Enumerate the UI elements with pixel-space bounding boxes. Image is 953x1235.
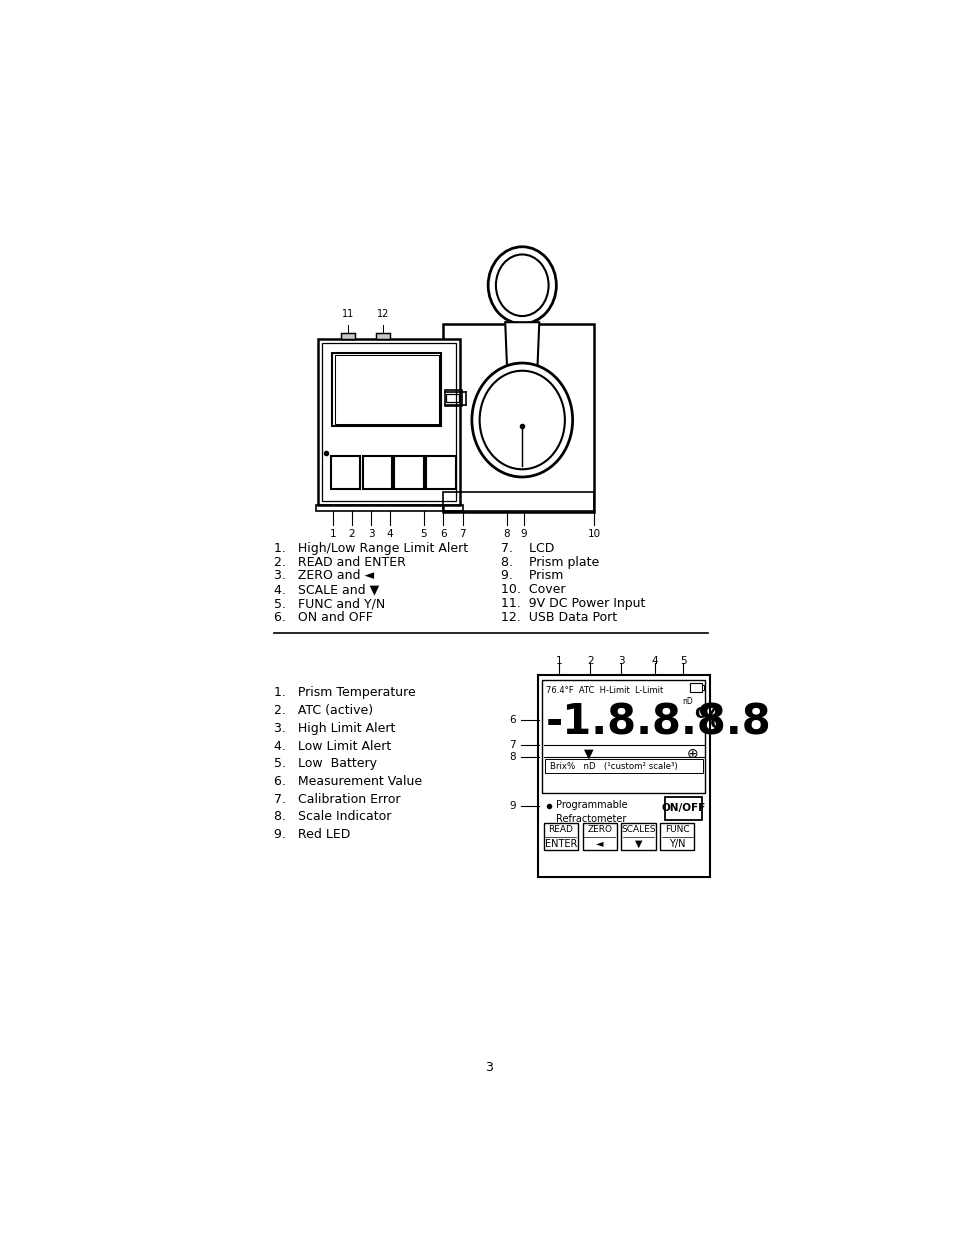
Text: 8: 8 [503, 530, 510, 540]
Text: 10.  Cover: 10. Cover [500, 583, 565, 597]
Text: 8: 8 [509, 752, 516, 762]
Text: 6: 6 [509, 715, 516, 725]
Text: 4: 4 [386, 530, 393, 540]
Text: 5: 5 [420, 530, 427, 540]
Text: 7.    LCD: 7. LCD [500, 542, 554, 555]
Text: FUNC: FUNC [664, 825, 689, 834]
Text: 6.   ON and OFF: 6. ON and OFF [274, 611, 373, 624]
Text: 2: 2 [348, 530, 355, 540]
Text: ▼: ▼ [583, 747, 593, 761]
Text: Y/N: Y/N [668, 839, 685, 848]
Text: 2.   ATC (active): 2. ATC (active) [274, 704, 373, 718]
Text: 2: 2 [586, 656, 593, 666]
Text: 11: 11 [341, 309, 354, 319]
Text: 8.    Prism plate: 8. Prism plate [500, 556, 598, 568]
Text: 5.   FUNC and Y/N: 5. FUNC and Y/N [274, 597, 385, 610]
Text: 1.   High/Low Range Limit Alert: 1. High/Low Range Limit Alert [274, 542, 468, 555]
Text: -1.8.8.8.8: -1.8.8.8.8 [545, 701, 770, 743]
Text: READ: READ [548, 825, 573, 834]
Text: ENTER: ENTER [544, 839, 577, 848]
Text: 76.4°F  ATC  H-Limit  L-Limit: 76.4°F ATC H-Limit L-Limit [546, 685, 663, 694]
Text: 9: 9 [520, 530, 527, 540]
Text: Programmable
Refractometer: Programmable Refractometer [555, 800, 626, 824]
Text: 1: 1 [556, 656, 562, 666]
Text: 8.   Scale Indicator: 8. Scale Indicator [274, 810, 392, 824]
Text: SCALES: SCALES [620, 825, 655, 834]
Text: 12.  USB Data Port: 12. USB Data Port [500, 611, 617, 624]
Text: 3: 3 [368, 530, 374, 540]
Text: ZERO: ZERO [587, 825, 612, 834]
Text: 9: 9 [509, 800, 516, 811]
Text: 3: 3 [618, 656, 624, 666]
Text: 3.   ZERO and ◄: 3. ZERO and ◄ [274, 569, 374, 583]
Text: 11.  9V DC Power Input: 11. 9V DC Power Input [500, 597, 645, 610]
Polygon shape [509, 379, 535, 401]
Text: 1.   Prism Temperature: 1. Prism Temperature [274, 687, 416, 699]
Text: 10: 10 [587, 530, 600, 540]
Text: 2.   READ and ENTER: 2. READ and ENTER [274, 556, 406, 568]
Text: 9.    Prism: 9. Prism [500, 569, 563, 583]
Text: 6: 6 [439, 530, 446, 540]
Text: ON/OFF: ON/OFF [660, 803, 705, 813]
Text: 1: 1 [330, 530, 336, 540]
Text: 9.   Red LED: 9. Red LED [274, 829, 351, 841]
Text: 4.   SCALE and ▼: 4. SCALE and ▼ [274, 583, 379, 597]
Text: %: % [694, 706, 721, 735]
Text: 3: 3 [484, 1061, 493, 1073]
Polygon shape [340, 333, 355, 340]
Text: 7: 7 [509, 740, 516, 750]
Polygon shape [318, 340, 459, 505]
Text: 5.   Low  Battery: 5. Low Battery [274, 757, 376, 771]
Text: ⊕: ⊕ [686, 746, 698, 761]
Text: 3.   High Limit Alert: 3. High Limit Alert [274, 721, 395, 735]
Text: Brix%   nD   (¹custom² scale³): Brix% nD (¹custom² scale³) [550, 762, 678, 771]
Text: ◄: ◄ [596, 839, 603, 848]
Text: 7: 7 [458, 530, 465, 540]
Text: 5: 5 [679, 656, 686, 666]
Text: nD: nD [681, 698, 692, 706]
Text: ▼: ▼ [634, 839, 641, 848]
Text: 4.   Low Limit Alert: 4. Low Limit Alert [274, 740, 391, 752]
Text: 12: 12 [376, 309, 389, 319]
Polygon shape [505, 322, 538, 379]
Text: 7.   Calibration Error: 7. Calibration Error [274, 793, 400, 805]
Text: 4: 4 [651, 656, 658, 666]
Text: 6.   Measurement Value: 6. Measurement Value [274, 776, 422, 788]
Polygon shape [375, 333, 390, 340]
Ellipse shape [472, 363, 572, 477]
